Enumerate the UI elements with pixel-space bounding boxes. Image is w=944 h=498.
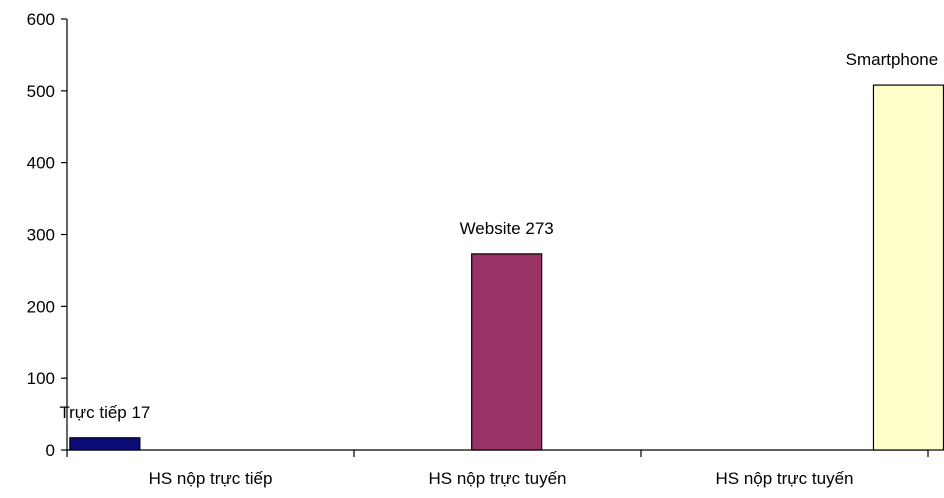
y-tick-label: 100 <box>27 369 55 388</box>
bar <box>69 437 141 451</box>
data-labels: Trực tiếp 17 Website 273 Smartphone 508 <box>59 50 944 422</box>
bar <box>872 84 944 451</box>
bar-data-label: Website 273 <box>460 219 554 238</box>
y-tick-label: 400 <box>27 154 55 173</box>
category-label: HS nộp trực tiếp <box>149 469 273 488</box>
bars <box>69 84 944 451</box>
y-tick-label: 300 <box>27 226 55 245</box>
y-tick-label: 0 <box>46 441 55 460</box>
bar <box>471 253 543 451</box>
category-label: HS nộp trực tuyến <box>428 469 566 488</box>
x-axis <box>66 449 929 457</box>
category-label: HS nộp trực tuyến <box>715 469 853 488</box>
y-tick-label: 500 <box>27 82 55 101</box>
bar-data-label: Trực tiếp 17 <box>59 403 150 422</box>
y-axis: 0 100 200 300 400 500 600 <box>27 10 68 460</box>
category-labels: HS nộp trực tiếp HS nộp trực tuyến HS nộp … <box>149 469 854 488</box>
y-tick-label: 200 <box>27 297 55 316</box>
y-tick-label: 600 <box>27 10 55 29</box>
bar-data-label: Smartphone 508 <box>846 50 944 69</box>
